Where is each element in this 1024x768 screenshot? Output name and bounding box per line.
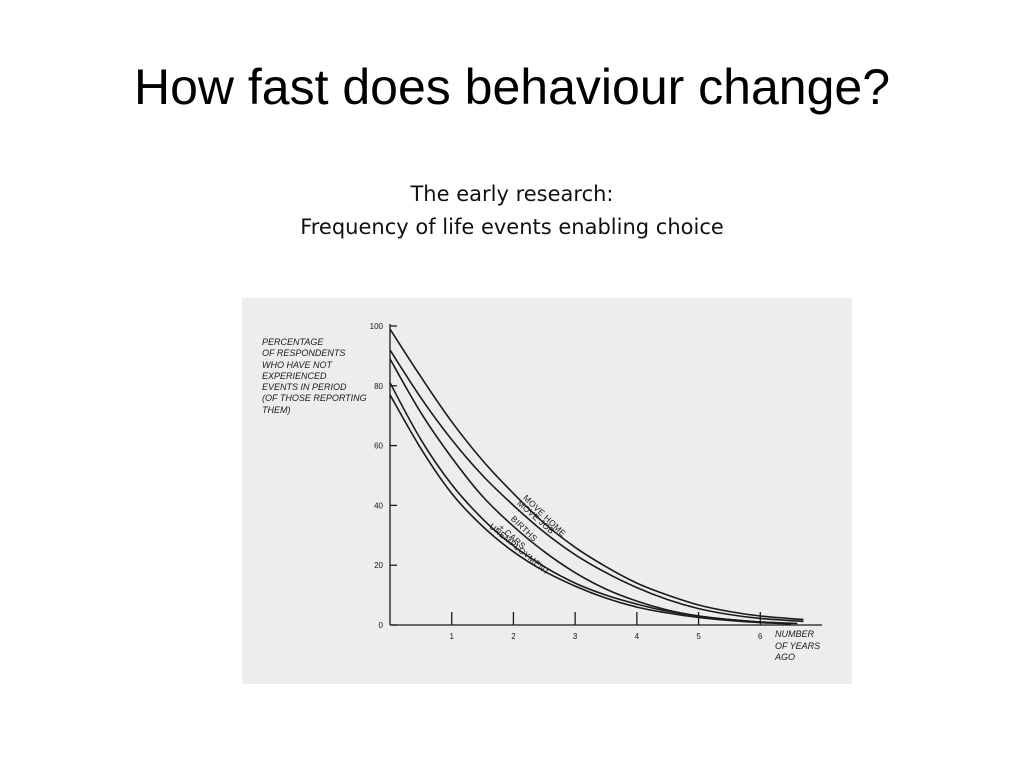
y-tick-label: 100 xyxy=(370,322,384,331)
x-tick-label: 4 xyxy=(635,632,640,641)
x-axis-label-line: OF YEARS xyxy=(775,640,821,651)
series-line xyxy=(389,394,792,625)
x-tick-label: 2 xyxy=(511,632,516,641)
y-tick-label: 40 xyxy=(374,501,383,510)
y-axis-label-line: (OF THOSE REPORTING xyxy=(262,393,367,404)
slide-subtitle: The early research: Frequency of life ev… xyxy=(0,178,1024,244)
y-axis-label-line: EXPERIENCED xyxy=(262,370,327,381)
x-tick-label: 5 xyxy=(696,632,701,641)
y-tick-label: 20 xyxy=(374,561,383,570)
y-axis-label-line: THEM) xyxy=(262,404,291,415)
x-axis-label-line: AGO xyxy=(775,652,796,662)
y-tick-label: 80 xyxy=(374,382,383,391)
slide-title: How fast does behaviour change? xyxy=(133,59,891,115)
x-axis-label-line: NUMBER xyxy=(775,629,815,639)
series-line xyxy=(389,358,798,625)
series-line xyxy=(389,328,804,621)
y-axis-label-line: PERCENTAGE xyxy=(262,337,324,347)
y-tick-label: 60 xyxy=(374,442,383,451)
series-line xyxy=(389,382,792,625)
x-tick-label: 6 xyxy=(758,632,763,641)
subtitle-line: The early research: xyxy=(410,182,614,206)
y-axis-label: PERCENTAGE OF RESPONDENTS WHO HAVE NOT E… xyxy=(262,337,380,416)
x-axis-label: NUMBER OF YEARS AGO xyxy=(775,629,845,664)
y-axis-label-line: WHO HAVE NOT xyxy=(262,359,333,370)
series-line xyxy=(389,349,804,623)
y-tick-label: 0 xyxy=(379,621,384,630)
y-axis-label-line: OF RESPONDENTS xyxy=(262,348,346,359)
y-axis-label-line: EVENTS IN PERIOD xyxy=(262,382,347,393)
x-tick-label: 1 xyxy=(449,632,454,641)
subtitle-line: Frequency of life events enabling choice xyxy=(300,215,724,239)
x-tick-label: 3 xyxy=(573,632,578,641)
chart-image: 0 20 40 60 80 100 1 2 3 4 5 6 MOVE HOME MOVE JOB BIRTH… xyxy=(242,298,852,684)
